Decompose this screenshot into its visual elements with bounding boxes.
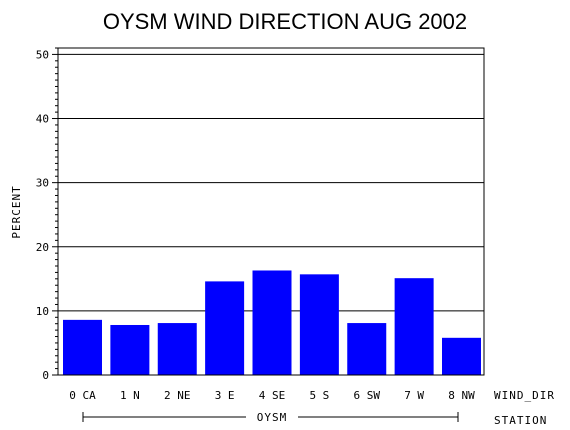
bar: [442, 337, 481, 375]
x-tick-label: 2 NE: [164, 389, 191, 402]
y-tick-label: 0: [42, 369, 49, 382]
bar: [63, 319, 102, 375]
x-tick-label: 6 SW: [354, 389, 381, 402]
station-axis-label: STATION: [494, 414, 547, 427]
x-tick-label: 3 E: [215, 389, 235, 402]
y-ticks: 0 10 20 30 40 50: [36, 47, 58, 382]
bar: [347, 323, 387, 375]
bar: [394, 278, 434, 375]
x-tick-labels: 0 CA 1 N 2 NE 3 E 4 SE 5 S 6 SW 7 W 8 NW: [69, 389, 475, 402]
y-tick-label: 50: [36, 48, 49, 61]
bar: [252, 270, 292, 375]
bars: [63, 270, 481, 375]
station-group-bracket: OYSM: [82, 410, 459, 424]
x-tick-label: 0 CA: [69, 389, 96, 402]
x-tick-label: 1 N: [120, 389, 140, 402]
x-tick-label: 7 W: [404, 389, 424, 402]
y-tick-label: 40: [36, 113, 49, 126]
y-tick-label: 30: [36, 177, 49, 190]
chart-title: OYSM WIND DIRECTION AUG 2002: [103, 9, 467, 34]
bar: [110, 324, 150, 375]
x-axis-label: WIND_DIR: [494, 389, 555, 402]
station-group-name: OYSM: [257, 411, 288, 424]
x-tick-label: 8 NW: [448, 389, 475, 402]
x-tick-label: 5 S: [309, 389, 329, 402]
bar: [299, 274, 339, 375]
bar: [157, 323, 197, 375]
y-axis-label: PERCENT: [10, 185, 23, 238]
x-tick-label: 4 SE: [259, 389, 286, 402]
y-tick-label: 10: [36, 305, 49, 318]
bar: [205, 281, 245, 375]
y-tick-label: 20: [36, 241, 49, 254]
plot-frame: [57, 47, 485, 376]
